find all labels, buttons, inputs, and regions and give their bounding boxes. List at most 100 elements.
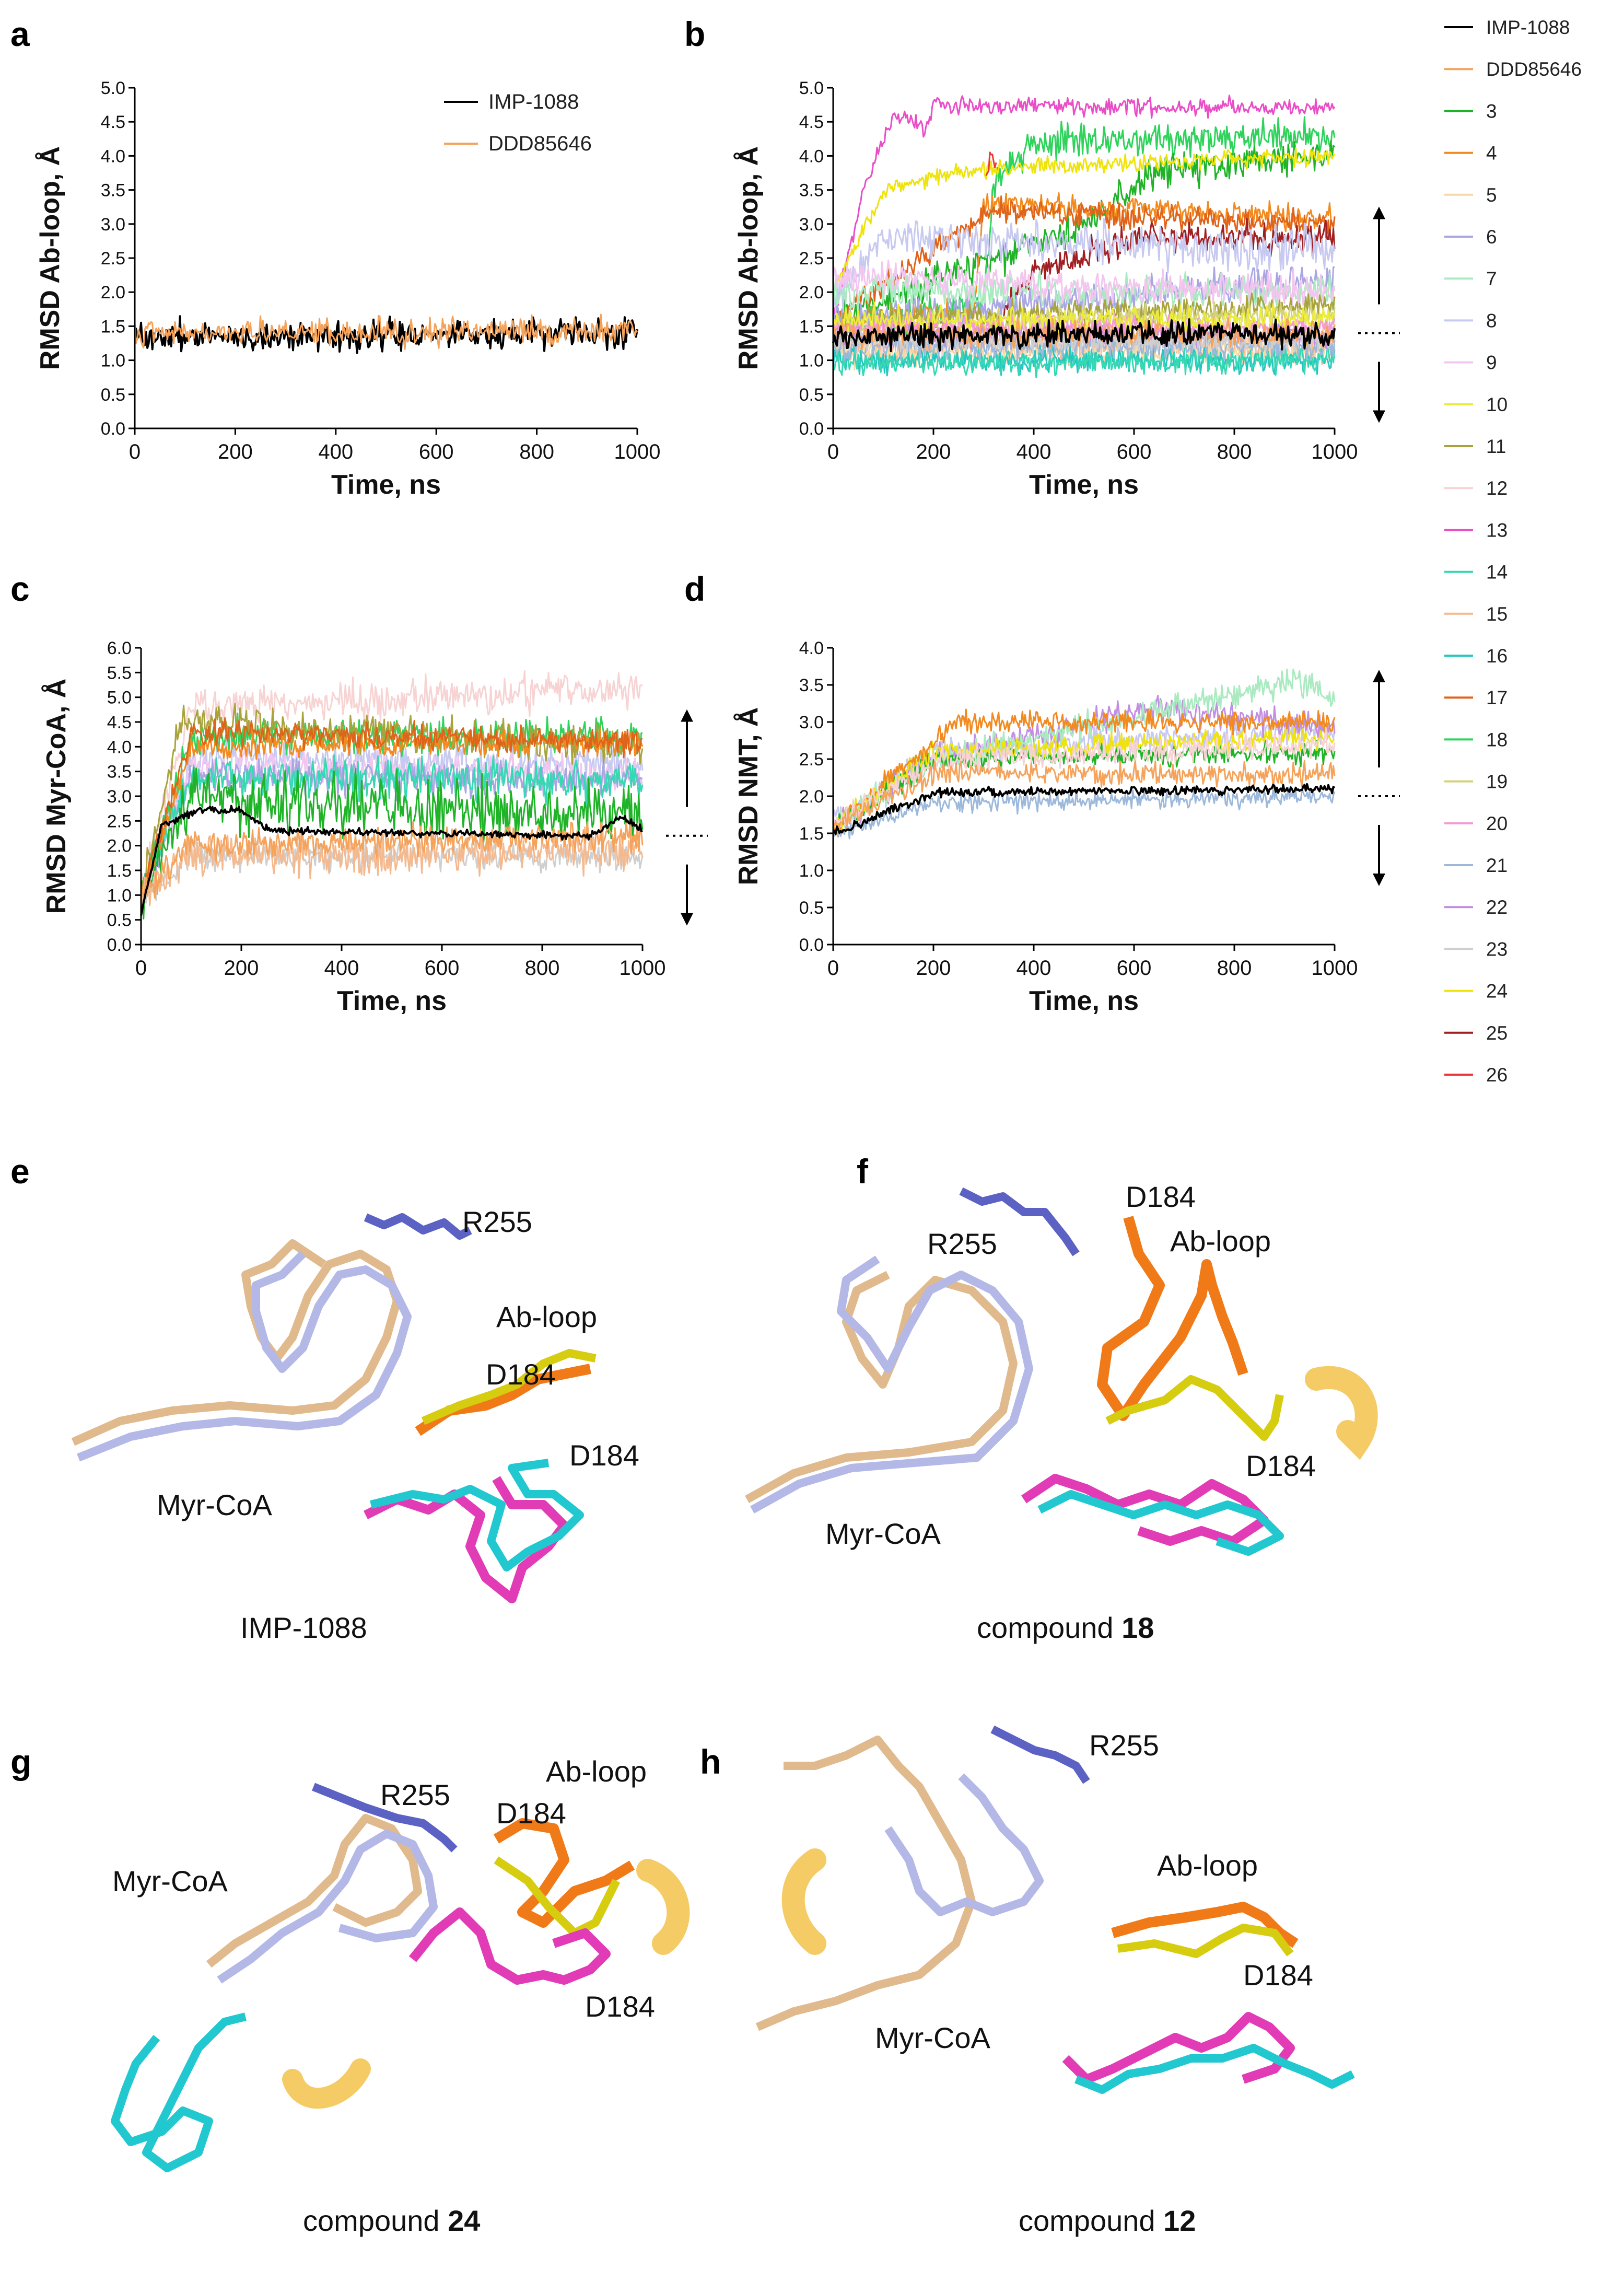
ligand-b-e <box>370 1459 584 1571</box>
y-tick-label: 1.5 <box>107 861 132 881</box>
legend-label-5: 5 <box>1486 184 1497 206</box>
motion-arrow-f <box>1305 1366 1378 1460</box>
x-tick-label: 400 <box>318 440 353 463</box>
y-axis-label: RMSD Myr-CoA, Å <box>41 679 72 914</box>
series-line-ddd85646 <box>134 313 638 350</box>
series-line-13 <box>832 95 1336 329</box>
label-e-d184-top: D184 <box>486 1358 556 1391</box>
y-tick-label: 0.0 <box>799 419 824 439</box>
x-tick-label: 1000 <box>614 440 661 463</box>
x-tick-label: 200 <box>916 957 951 980</box>
ligand-b-f <box>1037 1490 1284 1556</box>
legend-label-12: 12 <box>1486 478 1508 499</box>
x-tick-label: 800 <box>1217 440 1252 463</box>
legend-a-label-ddd85646: DDD85646 <box>488 132 592 155</box>
x-tick-label: 800 <box>525 957 560 980</box>
arg-r255-f <box>959 1187 1080 1256</box>
x-tick-label: 1000 <box>1312 440 1358 463</box>
y-tick-label: 1.0 <box>101 351 125 371</box>
label-g-abloop: Ab-loop <box>546 1755 647 1788</box>
y-tick-label: 2.0 <box>799 283 824 302</box>
legend-label-imp-1088: IMP-1088 <box>1486 17 1570 38</box>
myrcoa-a-h <box>755 1736 976 2031</box>
legend-label-ddd85646: DDD85646 <box>1486 59 1582 80</box>
myrcoa-a-g <box>206 1814 422 1968</box>
y-tick-label: 3.5 <box>107 762 132 782</box>
y-axis-label: RMSD Ab-loop, Å <box>733 146 764 370</box>
y-tick-label: 4.5 <box>107 713 132 732</box>
y-tick-label: 3.5 <box>799 676 824 695</box>
caption-g-prefix: compound <box>303 2204 448 2237</box>
y-tick-label: 3.5 <box>799 181 824 201</box>
y-tick-label: 4.5 <box>799 112 824 132</box>
caption-g-number: 24 <box>448 2204 480 2237</box>
ligand-a-h <box>1062 2012 1295 2084</box>
motion-arrow-g-right <box>636 1859 690 1955</box>
y-tick-label: 4.0 <box>101 146 125 166</box>
chart-d: 0.0 0.5 1.0 1.5 2.0 2.5 3.0 3.5 4.0 0 200 400 600 800… <box>733 638 1400 1016</box>
y-tick-label: 0.5 <box>107 911 132 930</box>
x-tick-label: 400 <box>1017 957 1051 980</box>
y-tick-label: 5.0 <box>799 78 824 98</box>
legend-label-13: 13 <box>1486 519 1508 541</box>
series-group <box>140 670 644 919</box>
caption-f: compound 18 <box>977 1611 1154 1644</box>
structure-panel-e: R255 Ab-loop D184 D184 Myr-CoA IMP-1088 <box>71 1205 639 1644</box>
y-tick-label: 2.0 <box>101 283 125 302</box>
label-f-abloop: Ab-loop <box>1170 1225 1271 1258</box>
arg-r255-h <box>990 1725 1090 1784</box>
y-tick-label: 1.5 <box>799 317 824 336</box>
legend-label-16: 16 <box>1486 645 1508 667</box>
y-tick-label: 3.5 <box>101 181 125 201</box>
x-tick-label: 0 <box>129 440 141 463</box>
series-line-3 <box>140 767 644 919</box>
panel-label-c: c <box>10 569 30 608</box>
caption-g: compound 24 <box>303 2204 480 2237</box>
label-f-myrcoa: Myr-CoA <box>825 1517 941 1550</box>
x-tick-label: 1000 <box>620 957 666 980</box>
x-tick-label: 400 <box>1017 440 1051 463</box>
legend-a: IMP-1088 DDD85646 <box>444 90 592 155</box>
series-line-imp-1088 <box>832 318 1336 353</box>
ligand-a-f <box>1021 1474 1269 1546</box>
series-line-6 <box>140 757 643 900</box>
series-line-4 <box>832 708 1336 836</box>
label-g-d184-bottom: D184 <box>585 1990 655 2023</box>
legend-label-9: 9 <box>1486 352 1497 374</box>
myrcoa-b-g <box>217 1830 438 1984</box>
series-line-14 <box>140 754 644 906</box>
legend-label-22: 22 <box>1486 897 1508 918</box>
legend-label-8: 8 <box>1486 310 1497 331</box>
structure-panel-g: Ab-loop R255 D184 Myr-CoA D184 compound … <box>111 1755 690 2237</box>
label-h-d184: D184 <box>1243 1959 1313 1992</box>
y-tick-label: 2.5 <box>101 249 125 269</box>
legend-label-18: 18 <box>1486 729 1508 750</box>
y-tick-label: 2.5 <box>107 811 132 831</box>
label-g-myrcoa: Myr-CoA <box>112 1865 228 1898</box>
panel-label-g: g <box>10 1742 31 1781</box>
label-h-abloop: Ab-loop <box>1157 1849 1258 1882</box>
series-line-imp-1088 <box>140 805 643 916</box>
legend-label-10: 10 <box>1486 394 1508 415</box>
y-tick-label: 1.0 <box>799 351 824 371</box>
series-group <box>832 95 1336 379</box>
label-e-myrcoa: Myr-CoA <box>157 1488 273 1521</box>
label-e-abloop: Ab-loop <box>496 1300 597 1333</box>
y-tick-label: 2.0 <box>107 836 132 856</box>
y-tick-label: 5.0 <box>107 688 132 708</box>
x-tick-label: 1000 <box>1312 957 1358 980</box>
series-group <box>134 313 638 354</box>
y-tick-label: 0.0 <box>101 419 125 439</box>
x-tick-label: 600 <box>419 440 454 463</box>
abloop-closed-e <box>421 1349 597 1425</box>
panel-label-b: b <box>684 15 705 53</box>
label-e-ligand: IMP-1088 <box>240 1611 367 1644</box>
y-tick-label: 0.5 <box>799 898 824 918</box>
caption-h: compound 12 <box>1019 2204 1196 2237</box>
panel-label-h: h <box>700 1742 721 1781</box>
label-g-r255: R255 <box>380 1778 450 1811</box>
label-h-r255: R255 <box>1089 1729 1159 1762</box>
series-group <box>832 668 1336 840</box>
label-f-d184-bottom: D184 <box>1246 1449 1316 1482</box>
x-tick-label: 800 <box>519 440 554 463</box>
